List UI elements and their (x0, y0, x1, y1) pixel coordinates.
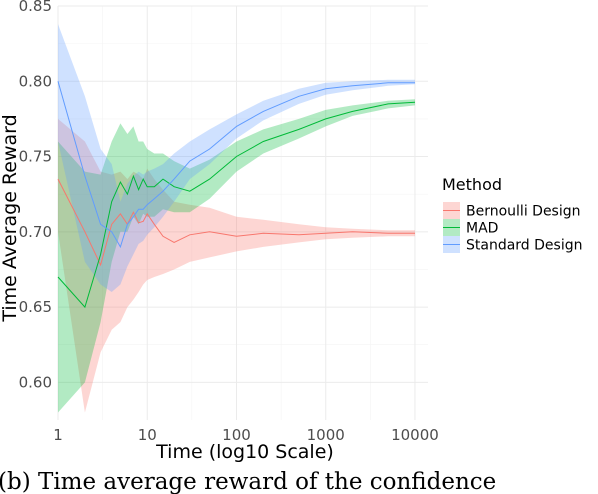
x-tick-label: 100 (222, 426, 251, 444)
y-axis-ticks: 0.60 0.65 0.70 0.75 0.80 0.85 (19, 0, 52, 391)
y-tick-label: 0.65 (19, 298, 52, 316)
y-axis-title: Time Average Reward (0, 114, 21, 322)
y-tick-label: 0.85 (19, 0, 52, 15)
y-tick-label: 0.80 (19, 72, 52, 90)
x-tick-label: 1 (53, 426, 63, 444)
x-tick-label: 1000 (307, 426, 345, 444)
series-line-2 (57, 81, 415, 249)
confidence-band-1 (58, 99, 415, 413)
legend-label: MAD (466, 221, 498, 237)
x-tick-label: 10 (138, 426, 157, 444)
y-tick-label: 0.60 (19, 373, 52, 391)
series-line-1 (57, 101, 416, 309)
x-tick-label: 10000 (391, 426, 439, 444)
y-tick-label: 0.75 (19, 148, 52, 166)
x-axis-title: Time (log10 Scale) (155, 441, 334, 463)
x-axis-ticks: 1 10 100 1000 10000 (53, 426, 439, 444)
legend-label: Bernoulli Design (466, 204, 581, 220)
figure-caption: (b) Time average reward of the confidenc… (0, 469, 496, 494)
series-lines (57, 81, 416, 309)
confidence-bands (58, 24, 415, 413)
series-line-0 (57, 178, 415, 267)
y-tick-label: 0.70 (19, 223, 52, 241)
legend-title: Method (442, 175, 502, 194)
confidence-band-0 (58, 118, 415, 413)
legend-label: Standard Design (466, 238, 582, 254)
plot-panel (57, 5, 428, 420)
confidence-band-2 (58, 24, 415, 292)
